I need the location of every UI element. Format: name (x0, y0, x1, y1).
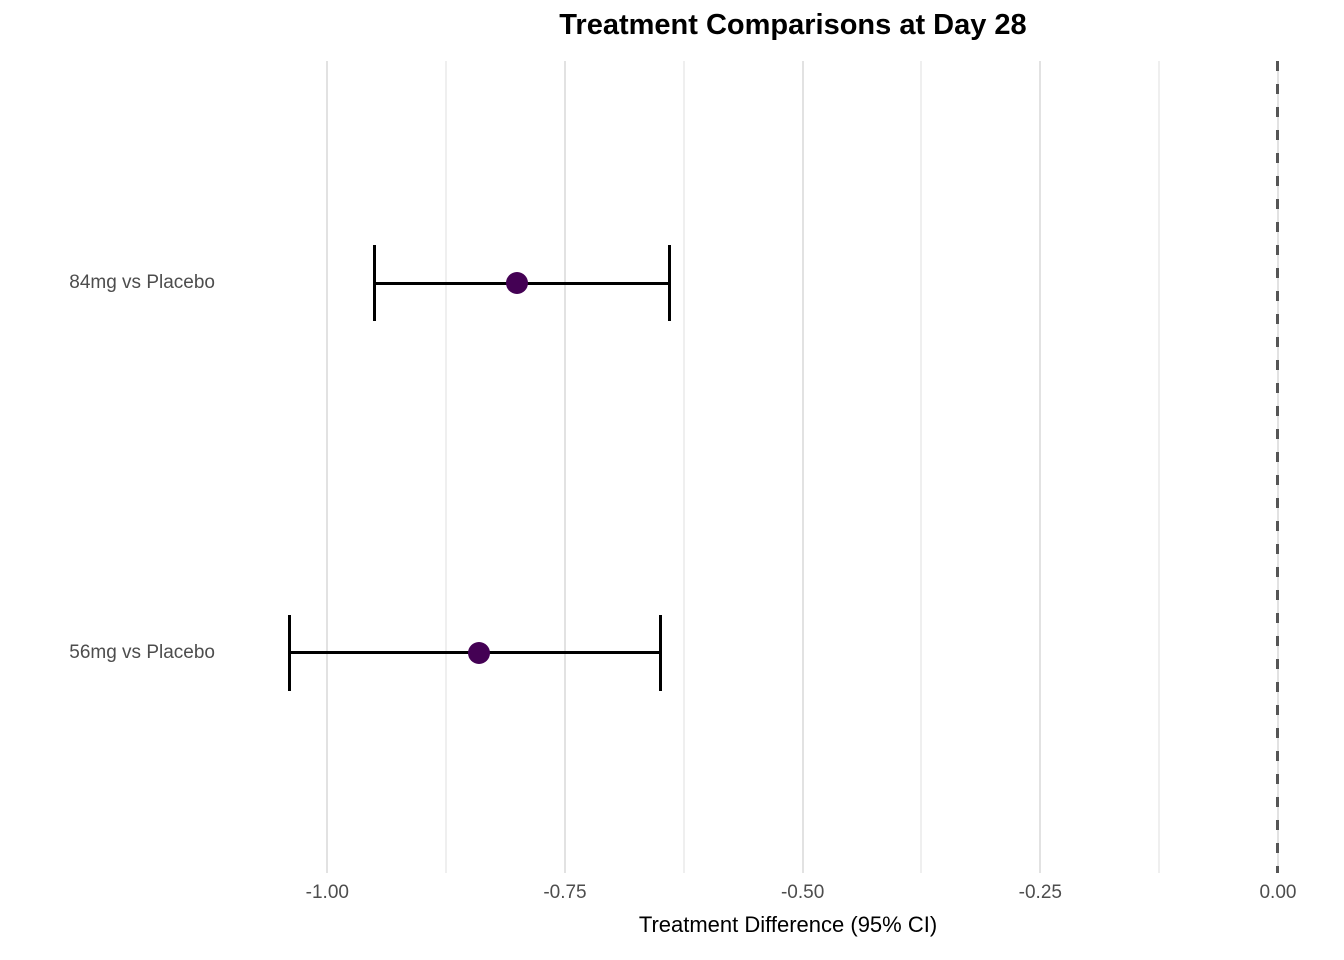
x-axis-title: Treatment Difference (95% CI) (638, 912, 938, 937)
y-axis-category-label: 84mg vs Placebo (69, 272, 215, 293)
y-axis-category-label: 56mg vs Placebo (69, 641, 215, 663)
ci-lower-cap (373, 245, 377, 321)
minor-gridline (682, 61, 685, 873)
zero-reference-line (1276, 61, 1280, 873)
x-axis-tick-label: 0.00 (1259, 882, 1297, 903)
major-gridline (326, 61, 329, 873)
ci-upper-cap (658, 614, 662, 691)
point-estimate-marker (506, 272, 529, 294)
x-axis-tick-label: -1.00 (305, 882, 349, 903)
ci-lower-cap (287, 614, 291, 691)
chart-title: Treatment Comparisons at Day 28 (559, 9, 1027, 41)
minor-gridline (920, 61, 923, 873)
plot-panel (237, 61, 1297, 873)
major-gridline (1039, 61, 1042, 873)
point-estimate-marker (468, 641, 491, 664)
x-axis-tick-label: -0.25 (1018, 882, 1062, 903)
major-gridline (801, 61, 804, 873)
major-gridline (563, 61, 566, 873)
ci-upper-cap (668, 245, 672, 321)
x-axis-tick-label: -0.75 (543, 882, 587, 903)
minor-gridline (1158, 61, 1161, 873)
minor-gridline (445, 61, 448, 873)
x-axis-tick-label: -0.50 (780, 882, 825, 903)
